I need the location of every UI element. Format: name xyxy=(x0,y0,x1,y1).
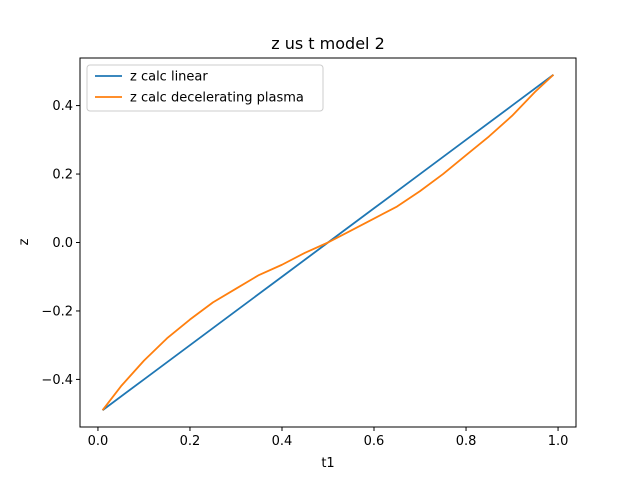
chart-title: z us t model 2 xyxy=(271,34,385,53)
y-tick-label: −0.4 xyxy=(41,373,73,388)
y-axis-label: z xyxy=(17,238,32,245)
x-axis-label: t1 xyxy=(321,456,334,471)
x-tick-label: 0.4 xyxy=(272,434,293,449)
legend-box xyxy=(86,64,324,112)
x-tick-label: 0.2 xyxy=(180,434,201,449)
legend-label-2: z calc decelerating plasma xyxy=(130,91,304,106)
y-tick-label: 0.4 xyxy=(52,99,73,114)
plot-layer: 0.0 0.2 0.4 0.6 0.8 1.0 −0.4 −0.2 0.0 0.2 0.4 z cal… xyxy=(41,57,577,449)
y-tick-label: 0.0 xyxy=(52,236,73,251)
x-tick-label: 0.8 xyxy=(456,434,477,449)
legend-label-1: z calc linear xyxy=(130,70,208,85)
y-tick-label: 0.2 xyxy=(52,168,73,183)
series-line-2 xyxy=(101,74,555,411)
x-tick-label: 1.0 xyxy=(548,434,569,449)
x-tick-label: 0.0 xyxy=(88,434,109,449)
x-tick-label: 0.6 xyxy=(364,434,385,449)
y-tick-label: −0.2 xyxy=(41,304,73,319)
